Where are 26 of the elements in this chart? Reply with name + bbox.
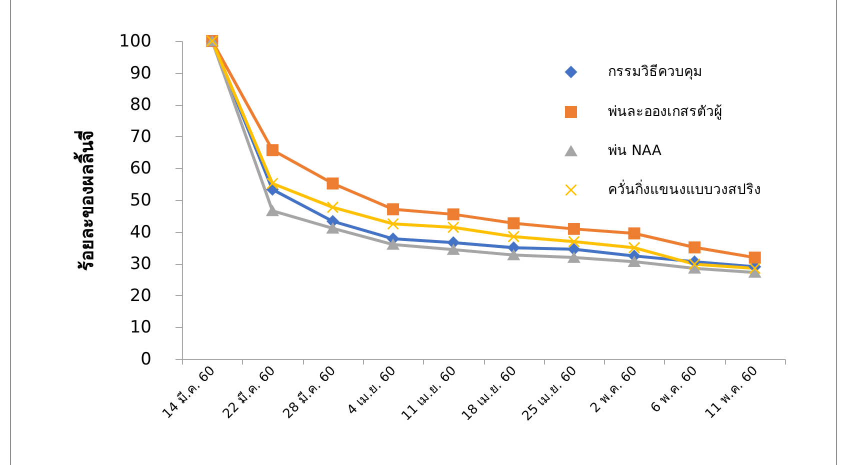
y-tick-label: 20	[130, 286, 152, 306]
y-tick-label: 100	[119, 32, 152, 52]
y-tick-label: 10	[130, 318, 152, 338]
y-tick-label: 90	[130, 63, 152, 84]
legend-label: พ่นละอองเกสรตัวผู้	[608, 104, 722, 120]
y-tick-label: 70	[130, 126, 152, 147]
x-tick-label: 28 มี.ค. 60	[280, 362, 339, 422]
x-tick-label: 18 เม.ย. 60	[459, 364, 520, 424]
y-tick-label: 60	[130, 158, 152, 179]
x-tick-label: 11 เม.ย. 60	[398, 364, 460, 424]
x-tick-label: 22 มี.ค. 60	[219, 362, 279, 422]
legend-label: กรรมวิธีควบคุม	[608, 64, 702, 80]
x-tick-label: 2 พ.ค. 60	[588, 364, 640, 416]
y-tick-label: 40	[130, 222, 152, 242]
y-axis-title: ร้อยละของผลลิ้นจี่	[73, 130, 98, 271]
y-tick-label: 80	[130, 95, 152, 116]
x-tick-label: 4 เม.ย. 60	[344, 364, 400, 418]
legend-label: ควั่นกิ่งแขนงแบบวงสปริง	[608, 180, 761, 198]
x-tick-label: 14 มี.ค. 60	[159, 362, 218, 422]
x-tick-label: 25 เม.ย. 60	[520, 364, 580, 424]
legend-label: พ่น NAA	[608, 143, 662, 159]
x-tick-label: 6 พ.ค. 60	[648, 364, 701, 416]
x-tick-label: 11 พ.ค. 60	[702, 364, 762, 422]
y-tick-label: 30	[130, 254, 152, 274]
y-tick-label: 0	[140, 350, 152, 370]
y-tick-label: 50	[130, 190, 152, 210]
